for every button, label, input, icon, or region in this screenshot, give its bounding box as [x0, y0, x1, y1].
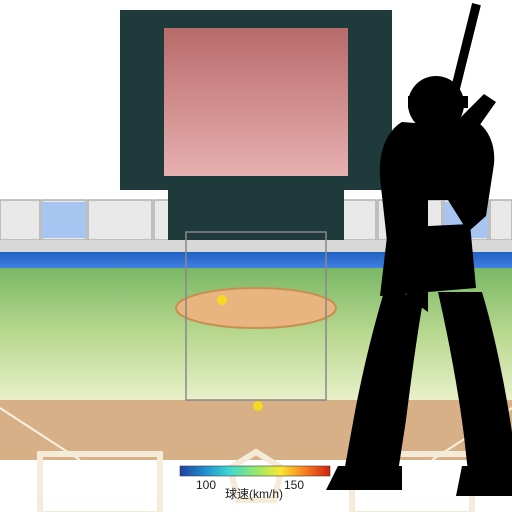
- colorbar-label: 球速(km/h): [225, 487, 283, 501]
- pitch-location-diagram: 100 150 球速(km/h): [0, 0, 512, 512]
- pitchers-mound: [176, 288, 336, 328]
- colorbar-tick: 150: [284, 478, 304, 492]
- scoreboard-screen: [164, 28, 348, 176]
- colorbar-tick: 100: [196, 478, 216, 492]
